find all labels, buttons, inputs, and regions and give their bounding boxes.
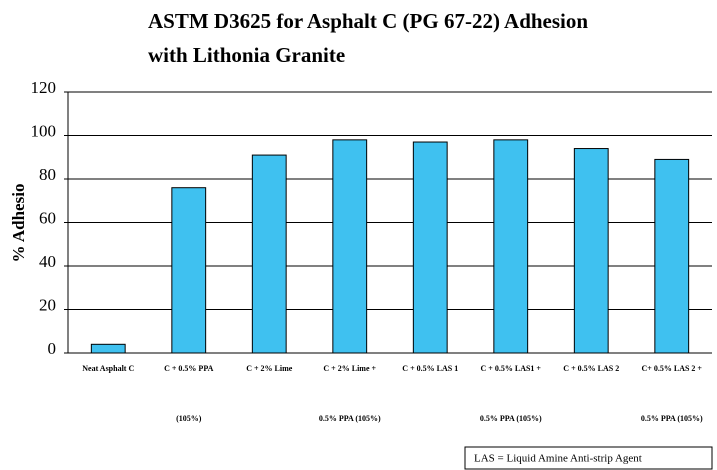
- x-tick-label: Neat Asphalt C: [82, 364, 134, 373]
- y-tick-label: 60: [39, 208, 56, 227]
- bar: [171, 187, 207, 354]
- chart-title: ASTM D3625 for Asphalt C (PG 67-22) Adhe…: [148, 9, 589, 67]
- x-tick-label: C + 0.5% LAS 1: [402, 364, 458, 373]
- x-tick-label: C + 0.5% LAS1 +: [481, 364, 542, 373]
- bar: [573, 148, 609, 354]
- bar: [493, 139, 529, 354]
- bar: [412, 141, 448, 354]
- x-tick-label: 0.5% PPA (105%): [480, 414, 542, 423]
- y-tick-label: 80: [39, 165, 56, 184]
- y-axis-label: % Adhesio: [9, 184, 28, 263]
- x-tick-label: 0.5% PPA (105%): [319, 414, 381, 423]
- y-tick-label: 40: [39, 252, 56, 271]
- x-tick-label: C + 0.5% LAS 2: [563, 364, 619, 373]
- bar: [654, 158, 690, 354]
- y-tick-label: 20: [39, 295, 56, 314]
- annotation-box: [464, 446, 713, 470]
- annotation: LAS = Liquid Amine Anti-strip Agent: [474, 453, 642, 465]
- bar: [90, 343, 126, 354]
- x-tick-label: (105%): [176, 414, 202, 423]
- y-tick-label: 120: [31, 78, 57, 97]
- x-tick-label: 0.5% PPA (105%): [641, 414, 703, 423]
- x-tick-label: C + 2% Lime: [246, 364, 293, 373]
- y-tick-label: 0: [48, 339, 57, 358]
- bar: [251, 154, 287, 354]
- bar: [332, 139, 368, 354]
- x-tick-label: C + 0.5% PPA: [164, 364, 214, 373]
- y-tick-label: 100: [31, 121, 57, 140]
- x-tick-label: C+ 0.5% LAS 2 +: [642, 364, 703, 373]
- x-tick-label: C + 2% Lime +: [323, 364, 376, 373]
